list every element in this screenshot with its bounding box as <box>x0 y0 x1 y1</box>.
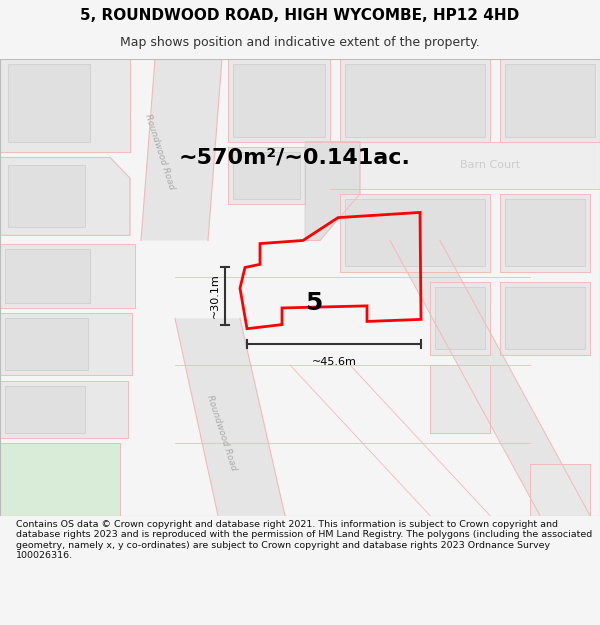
Polygon shape <box>5 249 90 302</box>
Polygon shape <box>0 158 130 235</box>
Polygon shape <box>505 64 595 137</box>
Text: Roundwood Road: Roundwood Road <box>143 113 176 191</box>
Text: Map shows position and indicative extent of the property.: Map shows position and indicative extent… <box>120 36 480 49</box>
Polygon shape <box>345 199 485 266</box>
Polygon shape <box>8 64 90 142</box>
Polygon shape <box>430 282 490 354</box>
Polygon shape <box>8 164 85 227</box>
Polygon shape <box>390 241 590 516</box>
Polygon shape <box>345 64 485 137</box>
Text: ~45.6m: ~45.6m <box>311 357 356 367</box>
Polygon shape <box>0 313 132 376</box>
Text: ~30.1m: ~30.1m <box>210 274 220 318</box>
Polygon shape <box>340 194 490 272</box>
Polygon shape <box>330 142 600 189</box>
Polygon shape <box>505 287 585 349</box>
Polygon shape <box>500 194 590 272</box>
Polygon shape <box>500 282 590 354</box>
Polygon shape <box>500 59 600 142</box>
Polygon shape <box>5 386 85 432</box>
Polygon shape <box>141 59 222 241</box>
Polygon shape <box>430 365 490 432</box>
Polygon shape <box>530 464 590 516</box>
Polygon shape <box>340 59 490 142</box>
Polygon shape <box>233 152 300 199</box>
Polygon shape <box>0 244 135 308</box>
Polygon shape <box>0 59 130 152</box>
Polygon shape <box>228 147 305 204</box>
Polygon shape <box>228 59 330 142</box>
Polygon shape <box>5 318 88 370</box>
Polygon shape <box>175 318 285 516</box>
Text: Contains OS data © Crown copyright and database right 2021. This information is : Contains OS data © Crown copyright and d… <box>16 520 592 560</box>
Text: 5, ROUNDWOOD ROAD, HIGH WYCOMBE, HP12 4HD: 5, ROUNDWOOD ROAD, HIGH WYCOMBE, HP12 4H… <box>80 8 520 23</box>
Text: Roundwood Road: Roundwood Road <box>206 394 238 471</box>
Polygon shape <box>0 381 128 438</box>
Polygon shape <box>305 142 360 241</box>
Polygon shape <box>435 287 485 349</box>
Polygon shape <box>505 199 585 266</box>
Polygon shape <box>0 443 120 516</box>
Text: 5: 5 <box>305 291 322 315</box>
Text: Barn Court: Barn Court <box>460 159 520 169</box>
Text: ~570m²/~0.141ac.: ~570m²/~0.141ac. <box>179 148 411 168</box>
Polygon shape <box>233 64 325 137</box>
